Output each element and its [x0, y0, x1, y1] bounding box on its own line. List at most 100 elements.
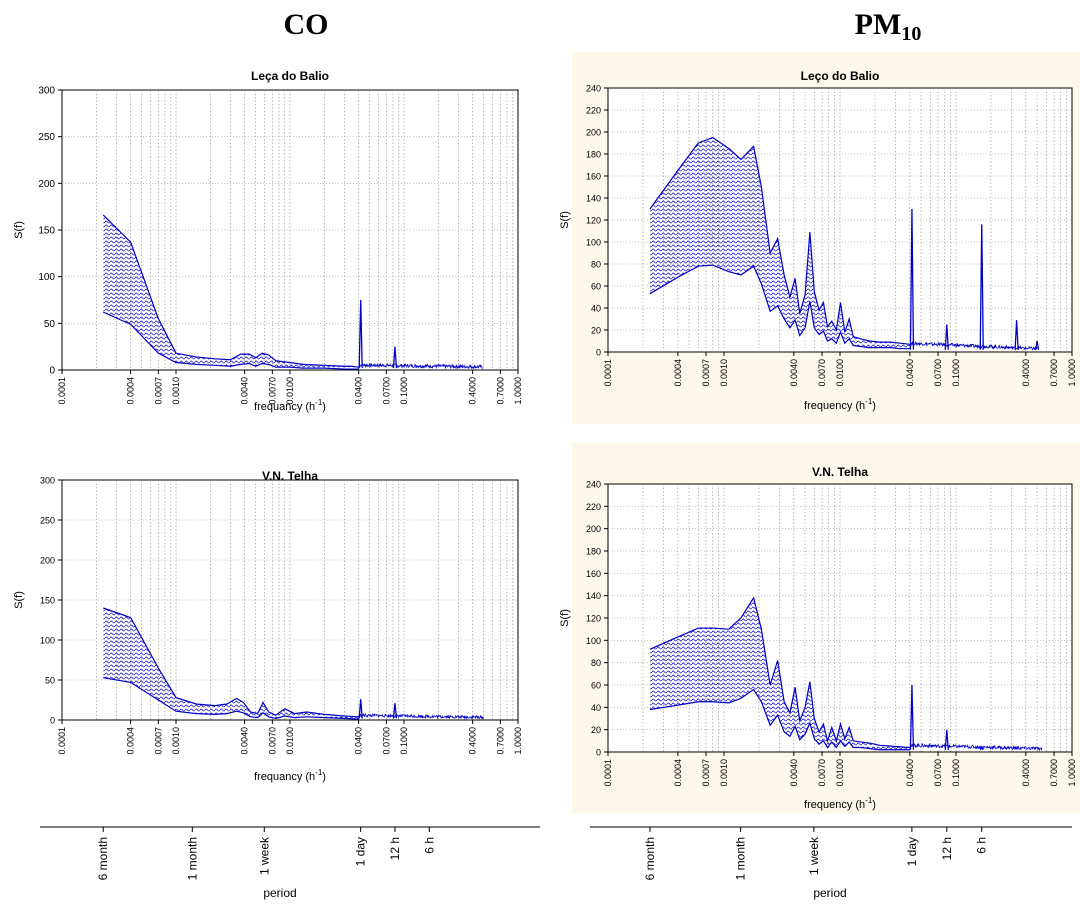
chart-co-leca: Leça do Balio 0 50 100 150 200 250 300 0.0001 0.0… [0, 52, 540, 424]
y-tick-label: 40 [591, 703, 601, 713]
y-tick-label: 60 [591, 681, 601, 691]
x-tick-label: 0.0100 [835, 759, 845, 787]
x-tick-label: 0.0007 [153, 377, 163, 405]
spectral-peak [1014, 320, 1019, 350]
spectral-peak [392, 346, 398, 369]
y-tick-label: 100 [40, 636, 55, 646]
spectral-peak [909, 684, 915, 750]
x-tick-label: 0.0010 [171, 377, 181, 405]
period-tick-label: 12 h [388, 837, 402, 860]
x-tick-label: 0.1000 [399, 377, 409, 405]
y-tick-label: 120 [586, 614, 601, 624]
x-tick-label: 0.0007 [701, 759, 711, 787]
period-tick-label: 6 h [422, 837, 436, 854]
confidence-band [649, 597, 910, 750]
x-tick-label: 0.1000 [399, 727, 409, 755]
y-tick-label: 140 [586, 194, 601, 204]
co-period-axis-svg: 6 month 1 month 1 week 1 day 12 h 6 h period [40, 826, 540, 900]
chart-pm-leco-svg: Leço do Balio 0 20 40 60 80 100 120 140 160 180 200… [559, 69, 1077, 412]
period-tick-label: 6 month [96, 837, 110, 880]
x-tick-label: 0.4000 [468, 727, 478, 755]
y-tick-label: 160 [586, 569, 601, 579]
x-tick-label: 0.0040 [789, 359, 799, 387]
period-tick-label: 1 week [257, 836, 271, 875]
series-tail [358, 712, 485, 721]
x-tick-label: 0.0100 [285, 377, 295, 405]
spectral-peak [979, 746, 984, 751]
spectral-peak [392, 703, 398, 719]
y-tick-label: 160 [586, 172, 601, 182]
y-tick-label: 100 [586, 238, 601, 248]
x-tick-label: 0.0001 [603, 359, 613, 387]
confidence-band [103, 608, 359, 720]
chart-co-telha: V.N. Telha 0 50 100 150 200 250 300 0.0001 0.0004… [0, 469, 540, 802]
x-tick-label: 0.0040 [240, 377, 250, 405]
period-tick-label: 6 month [643, 837, 657, 880]
y-axis-label: S(f) [559, 609, 571, 627]
y-tick-label: 50 [45, 676, 55, 686]
y-tick-label: 240 [586, 480, 601, 490]
period-tick-label: 1 month [185, 837, 199, 880]
x-tick-label: 0.0700 [381, 727, 391, 755]
y-axis-label: S(f) [559, 211, 571, 229]
pm-period-axis-svg: 6 month 1 month 1 week 1 day 12 h 6 h period [590, 826, 1072, 900]
x-tick-label: 0.0040 [240, 727, 250, 755]
chart-title: Leça do Balio [251, 69, 329, 83]
y-tick-label: 200 [40, 556, 55, 566]
x-tick-label: 0.0700 [933, 759, 943, 787]
series-tail [358, 362, 483, 370]
y-tick-label: 0 [49, 366, 55, 377]
x-tick-label: 0.4000 [468, 377, 478, 405]
y-tick-label: 180 [586, 547, 601, 557]
chart-pm-telha-svg: V.N. Telha 0 20 40 60 80 100 120 140 160 180 200 220… [559, 465, 1077, 811]
series-upper-line [649, 596, 910, 749]
y-tick-label: 120 [586, 216, 601, 226]
x-tick-label: 0.0700 [381, 377, 391, 405]
y-tick-label: 150 [38, 226, 55, 237]
spectral-peak [979, 224, 984, 350]
x-tick-label: 0.0400 [354, 727, 364, 755]
spectral-peak [1034, 340, 1040, 350]
y-tick-label: 150 [40, 596, 55, 606]
period-tick-label: 1 day [905, 837, 919, 866]
x-tick-label: 0.7000 [495, 727, 505, 755]
y-tick-label: 60 [591, 282, 601, 292]
x-tick-label: 0.1000 [951, 359, 961, 387]
x-tick-label: 0.0400 [905, 759, 915, 787]
co-period-axis: 6 month 1 month 1 week 1 day 12 h 6 h period [0, 815, 540, 908]
x-tick-label: 0.0070 [267, 727, 277, 755]
y-tick-label: 20 [591, 725, 601, 735]
chart-pm-leco: Leço do Balio 0 20 40 60 80 100 120 140 160 180 200… [559, 52, 1080, 424]
y-tick-label: 50 [44, 319, 56, 330]
x-tick-label: 0.0004 [126, 727, 136, 755]
x-tick-label: 0.1000 [951, 759, 961, 787]
y-tick-label: 180 [586, 150, 601, 160]
y-tick-label: 200 [586, 128, 601, 138]
x-tick-label: 0.7000 [495, 377, 505, 405]
y-tick-label: 0 [596, 348, 601, 358]
series-upper-line [649, 136, 910, 345]
chart-co-leca-svg: Leça do Balio 0 50 100 150 200 250 300 0.0001 0.0… [13, 69, 523, 413]
x-tick-label: 1.0000 [1067, 359, 1077, 387]
series-lower-line [102, 311, 359, 370]
x-tick-label: 0.0001 [603, 759, 613, 787]
x-tick-label: 1.0000 [1067, 759, 1077, 787]
x-tick-label: 0.4000 [1021, 759, 1031, 787]
y-tick-label: 220 [586, 502, 601, 512]
x-tick-label: 1.0000 [513, 377, 523, 405]
y-tick-label: 0 [596, 748, 601, 758]
y-tick-label: 200 [38, 179, 55, 190]
y-tick-label: 200 [586, 524, 601, 534]
x-tick-label: 0.0004 [673, 759, 683, 787]
x-tick-label: 0.0007 [153, 727, 163, 755]
y-tick-label: 0 [50, 716, 55, 726]
y-axis-label: S(f) [13, 221, 25, 239]
y-tick-label: 300 [40, 476, 55, 486]
x-tick-label: 0.0040 [789, 759, 799, 787]
period-tick-label: 12 h [940, 837, 954, 860]
x-axis-label: frequancy (h-1) [254, 398, 326, 413]
x-tick-label: 0.0070 [817, 759, 827, 787]
series-tail [909, 341, 1038, 351]
x-axis-label: frequency (h-1) [804, 796, 876, 811]
